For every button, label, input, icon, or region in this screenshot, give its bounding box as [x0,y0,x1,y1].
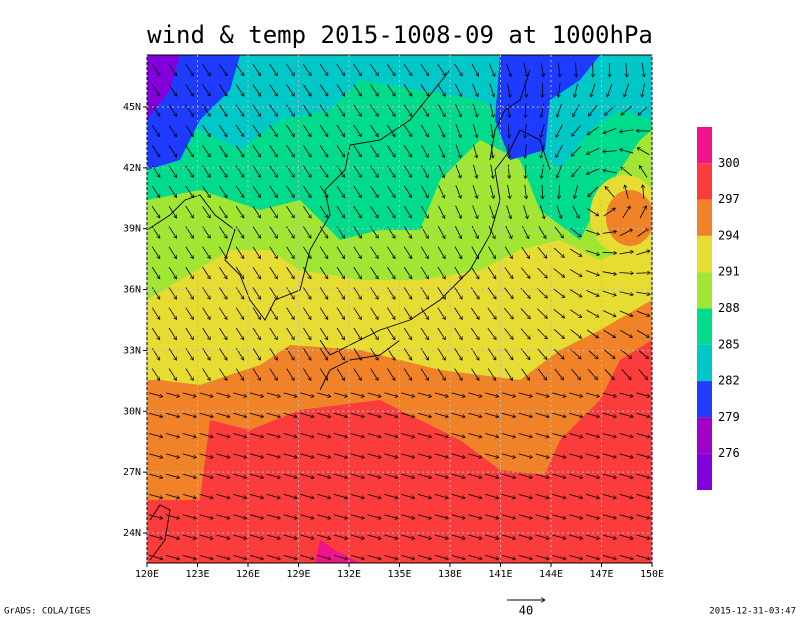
lon-tick-label: 126E [236,569,260,580]
colorbar-label: 285 [718,337,740,351]
lat-tick-label: 33N [123,345,141,356]
colorbar-label: 294 [718,228,740,242]
lon-tick-label: 132E [337,569,361,580]
colorbar-label: 297 [718,192,740,206]
colorbar-swatch [697,236,712,272]
lat-tick-label: 45N [123,102,141,113]
colorbar-swatch [697,272,712,308]
footer-right: 2015-12-31-03:47 [709,607,796,617]
wind-arrow [636,273,650,274]
lon-tick-label: 135E [387,569,411,580]
colorbar-swatch [697,345,712,381]
colorbar-swatch [697,200,712,236]
colorbar: 300 297 294 291 288 285 282 279 276 [697,127,740,490]
colorbar-label: 279 [718,410,740,424]
lat-tick-label: 39N [123,224,141,235]
lon-tick-label: 120E [135,569,159,580]
lon-tick-label: 141E [488,569,512,580]
colorbar-swatch [697,417,712,453]
lon-tick-label: 147E [589,569,613,580]
colorbar-swatch [697,454,712,490]
lon-tick-label: 123E [185,569,209,580]
colorbar-label: 276 [718,446,740,460]
colorbar-swatch [697,381,712,417]
colorbar-label: 282 [718,374,740,388]
colorbar-label: 300 [718,156,740,170]
wind-arrow [542,185,543,199]
lat-tick-label: 27N [123,467,141,478]
lat-tick-label: 30N [123,406,141,417]
lon-tick-label: 129E [286,569,310,580]
reference-vector-label: 40 [519,604,533,618]
title: wind & temp 2015-1008-09 at 1000hPa [147,21,653,49]
colorbar-swatch [697,309,712,345]
colorbar-label: 288 [718,301,740,315]
lat-tick-label: 24N [123,528,141,539]
lon-tick-label: 150E [640,569,664,580]
temperature-field [147,55,660,563]
lat-tick-label: 42N [123,163,141,174]
lon-tick-label: 138E [438,569,462,580]
colorbar-label: 291 [718,265,740,279]
footer-left: GrADS: COLA/IGES [4,607,91,617]
lat-tick-label: 36N [123,285,141,296]
lon-tick-label: 144E [539,569,563,580]
colorbar-swatch [697,127,712,163]
colorbar-swatch [697,163,712,199]
